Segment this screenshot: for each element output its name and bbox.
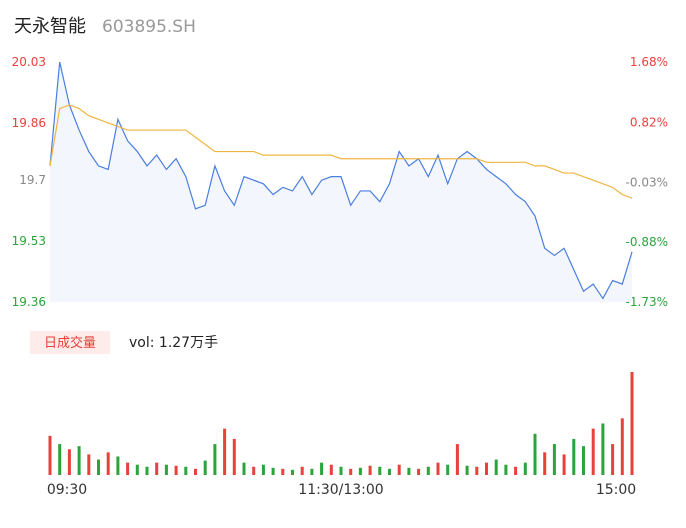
volume-bar [446, 464, 450, 475]
volume-bar [77, 446, 81, 475]
volume-bar [543, 452, 547, 475]
volume-bar [87, 454, 91, 475]
volume-bar [533, 433, 537, 475]
volume-bar [320, 462, 324, 475]
volume-bar [552, 444, 556, 475]
volume-bar [252, 466, 256, 475]
y-tick-label: 20.03 [12, 55, 46, 69]
volume-bar [67, 449, 71, 475]
y-tick-label: 19.53 [12, 234, 46, 248]
volume-bar [106, 452, 110, 475]
y-tick-label: 19.86 [12, 116, 46, 130]
volume-bar [300, 466, 304, 475]
volume-bar [194, 468, 197, 475]
volume-bar [611, 444, 615, 475]
volume-bar [58, 444, 62, 475]
volume-bar [630, 372, 634, 475]
volume-bar [310, 468, 314, 475]
volume-bar [397, 464, 401, 475]
y-tick-label: 19.36 [12, 295, 46, 309]
volume-bar [97, 459, 100, 475]
volume-bar [203, 460, 207, 475]
y2-tick-label: -0.03% [626, 175, 668, 189]
volume-bar [485, 462, 488, 475]
price-line [49, 61, 633, 300]
volume-bar [388, 468, 391, 475]
volume-bar [339, 466, 343, 475]
volume-bar [116, 456, 120, 475]
volume-bar [271, 467, 275, 475]
volume-bar [155, 462, 159, 475]
stock-code: 603895.SH [102, 17, 196, 37]
y2-tick-label: -1.73% [626, 295, 668, 309]
volume-bar [378, 466, 382, 475]
y2-tick-label: 1.68% [630, 55, 668, 69]
volume-bar [514, 466, 518, 475]
volume-bar [242, 462, 246, 475]
volume-bar [426, 466, 430, 475]
volume-label: 日成交量 [44, 335, 96, 351]
volume-bar [126, 462, 130, 475]
volume-bar [475, 466, 479, 475]
volume-bar [465, 465, 469, 475]
volume-bar [329, 464, 333, 475]
volume-bar [232, 438, 236, 475]
volume-bar [620, 418, 624, 475]
volume-label-bg [30, 331, 110, 354]
volume-bar [591, 428, 595, 475]
volume-bar [184, 466, 188, 475]
volume-bar [436, 462, 440, 475]
volume-bar [164, 464, 168, 475]
volume-bar [48, 435, 52, 475]
volume-bar [135, 464, 139, 475]
stock-name: 天永智能 [14, 16, 86, 37]
avg-line [49, 104, 633, 199]
volume-bar [358, 467, 362, 475]
price-area [50, 62, 632, 302]
y2-tick-label: 0.82% [630, 116, 668, 130]
volume-bar [349, 468, 353, 475]
x-tick-label: 11:30/13:00 [298, 482, 383, 498]
volume-bar [504, 464, 508, 475]
volume-bar [213, 444, 217, 475]
x-tick-label: 15:00 [596, 482, 636, 498]
volume-bar [281, 468, 285, 475]
volume-bar [407, 467, 411, 475]
volume-bar [455, 444, 459, 475]
volume-bar [523, 462, 527, 475]
volume-bar [368, 465, 372, 475]
y2-tick-label: -0.88% [626, 235, 668, 249]
volume-bar [494, 459, 498, 475]
volume-bar [291, 469, 294, 475]
volume-bar [601, 423, 605, 475]
volume-bar [174, 465, 178, 475]
volume-bar [562, 454, 566, 475]
volume-bar [223, 428, 227, 475]
volume-text: vol: 1.27万手 [129, 335, 218, 351]
volume-bar [261, 464, 265, 475]
x-tick-label: 09:30 [47, 482, 87, 498]
volume-bar [145, 466, 149, 475]
volume-bar [582, 446, 585, 475]
volume-bar [417, 468, 421, 475]
volume-bar [572, 438, 576, 475]
y-tick-label: 19.7 [19, 173, 46, 187]
